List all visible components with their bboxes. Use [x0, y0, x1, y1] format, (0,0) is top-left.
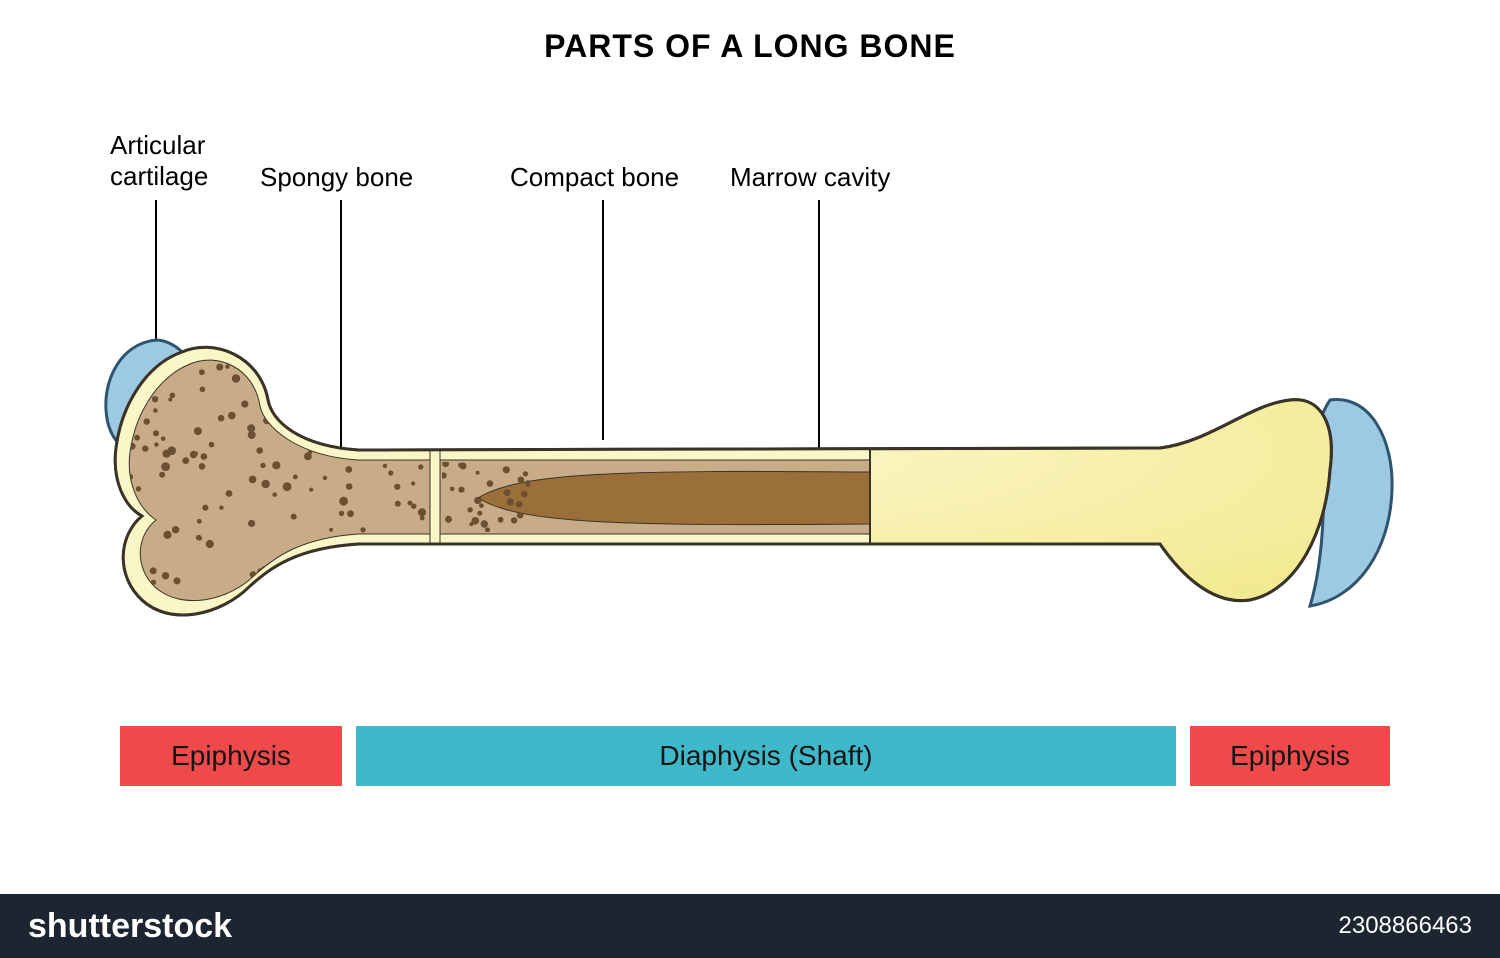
footer-id: 2308866463	[1339, 912, 1472, 940]
callout-label: Articular cartilage	[110, 130, 208, 192]
stock-footer: shutterstock 2308866463	[0, 894, 1500, 958]
leader-line	[155, 200, 157, 348]
bone-diagram	[100, 330, 1400, 650]
callout-label: Compact bone	[510, 162, 679, 193]
region-bar: Epiphysis	[1190, 726, 1390, 786]
diagram-title: PARTS OF A LONG BONE	[0, 28, 1500, 65]
callout-label: Spongy bone	[260, 162, 413, 193]
region-bar: Diaphysis (Shaft)	[356, 726, 1176, 786]
callout-label: Marrow cavity	[730, 162, 890, 193]
bone-svg	[100, 330, 1400, 650]
region-bar: Epiphysis	[120, 726, 342, 786]
footer-brand: shutterstock	[28, 907, 232, 946]
